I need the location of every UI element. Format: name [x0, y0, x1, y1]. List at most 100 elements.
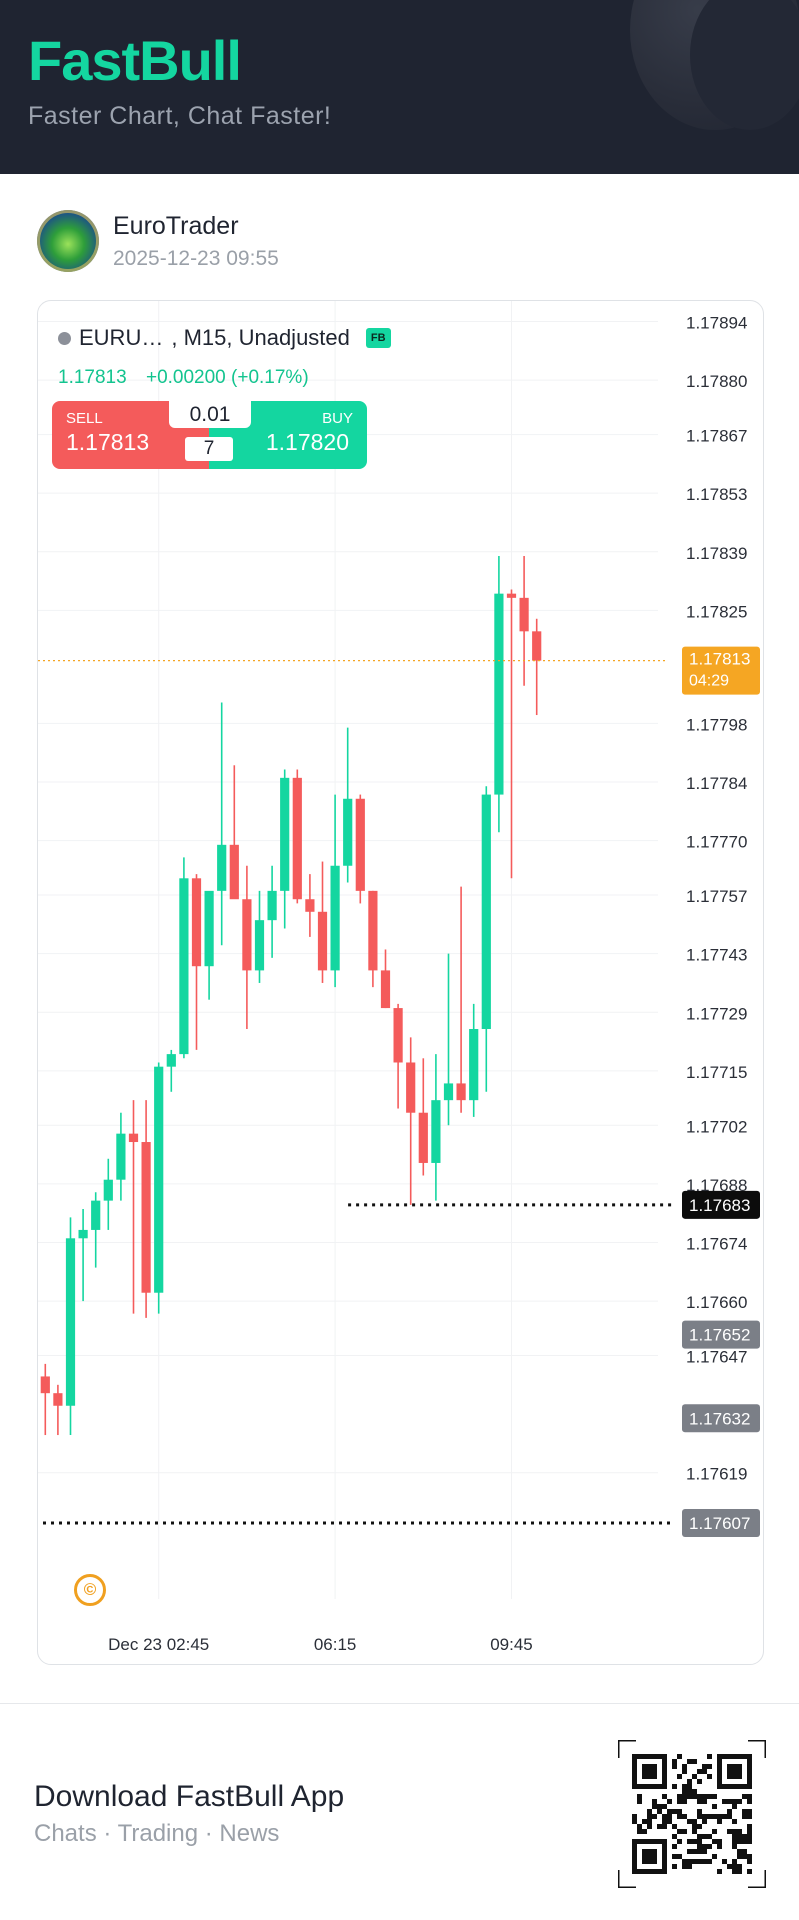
qr-module [697, 1809, 702, 1814]
qr-module [707, 1834, 712, 1839]
qr-module [677, 1814, 682, 1819]
candle-body[interactable] [229, 844, 239, 900]
candle-body[interactable] [254, 920, 265, 971]
candle-body[interactable] [506, 593, 517, 598]
qr-module [662, 1819, 667, 1824]
candle-body[interactable] [65, 1238, 76, 1406]
lot-size-input[interactable]: 0.01 [169, 401, 251, 428]
qr-module [692, 1849, 697, 1854]
qr-module [732, 1869, 737, 1874]
candle-body[interactable] [406, 1062, 416, 1113]
qr-module [702, 1834, 707, 1839]
qr-module [697, 1794, 702, 1799]
qr-module [732, 1864, 737, 1869]
qr-module [747, 1834, 752, 1839]
candle-body[interactable] [292, 777, 302, 900]
qr-module [697, 1824, 702, 1829]
candle-body[interactable] [469, 1029, 479, 1101]
candle-body[interactable] [305, 899, 315, 912]
candle-body[interactable] [393, 1008, 403, 1063]
candle-body[interactable] [267, 890, 277, 921]
download-subtitle: Chats · Trading · News [34, 1820, 280, 1847]
candle-body[interactable] [355, 798, 365, 891]
candle-body[interactable] [343, 798, 353, 866]
price-change: +0.00200 (+0.17%) [145, 367, 309, 388]
qr-module [747, 1824, 752, 1829]
qr-module [667, 1809, 672, 1814]
qr-module [727, 1864, 732, 1869]
candle-body[interactable] [494, 593, 504, 795]
qr-module [692, 1859, 697, 1864]
candle-body[interactable] [532, 631, 542, 661]
qr-module [742, 1834, 747, 1839]
qr-module [677, 1809, 682, 1814]
candle-body[interactable] [330, 865, 340, 971]
qr-module [697, 1859, 702, 1864]
candle-body[interactable] [154, 1066, 164, 1293]
qr-module [637, 1824, 642, 1829]
buy-button[interactable]: BUY 1.17820 [209, 401, 367, 469]
candle-body[interactable] [456, 1083, 466, 1101]
avatar[interactable] [37, 210, 99, 272]
qr-finder [642, 1849, 657, 1864]
y-tick-label: 1.17839 [686, 544, 747, 563]
candle-body[interactable] [204, 890, 214, 967]
candle-body[interactable] [53, 1393, 63, 1406]
candle-body[interactable] [519, 597, 529, 632]
qr-module [672, 1854, 677, 1859]
candle-body[interactable] [128, 1133, 139, 1143]
username[interactable]: EuroTrader [113, 212, 239, 240]
candle-body[interactable] [380, 970, 391, 1009]
qr-module [732, 1844, 737, 1849]
candle-body[interactable] [443, 1083, 454, 1101]
qr-module [737, 1834, 742, 1839]
candle-body[interactable] [191, 878, 202, 967]
qr-module [737, 1839, 742, 1844]
qr-module [687, 1794, 692, 1799]
y-tick-label: 1.17894 [686, 314, 747, 333]
candle-body[interactable] [431, 1100, 441, 1163]
candle-body[interactable] [368, 890, 378, 971]
candle-body[interactable] [217, 844, 227, 891]
candle-body[interactable] [141, 1142, 151, 1293]
qr-module [737, 1869, 742, 1874]
chart-card[interactable]: 1.17894 1.17880 1.17867 1.17853 1.17839 1.178… [37, 300, 764, 1665]
candlestick-chart[interactable]: 1.17894 1.17880 1.17867 1.17853 1.17839 1.178… [38, 301, 763, 1664]
candle-body[interactable] [91, 1200, 101, 1230]
candle-body[interactable] [40, 1376, 50, 1394]
qr-module [697, 1814, 702, 1819]
qr-module [737, 1854, 742, 1859]
y-tick-label: 1.17880 [686, 372, 747, 391]
download-title[interactable]: Download FastBull App [34, 1780, 345, 1813]
sell-label: SELL [66, 410, 103, 427]
qr-module [682, 1859, 687, 1864]
candle-body[interactable] [78, 1229, 88, 1239]
candle-body[interactable] [280, 777, 290, 891]
qr-module [682, 1864, 687, 1869]
qr-module [732, 1799, 737, 1804]
qr-module [687, 1779, 692, 1784]
candle-countdown: 04:29 [689, 673, 729, 690]
candle-body[interactable] [166, 1054, 176, 1067]
qr-module [682, 1799, 687, 1804]
qr-module [742, 1854, 747, 1859]
symbol-name[interactable]: EURU… [79, 325, 164, 350]
candle-body[interactable] [317, 911, 328, 971]
qr-module [662, 1794, 667, 1799]
qr-module [697, 1834, 702, 1839]
candle-body[interactable] [179, 878, 189, 1055]
qr-module [702, 1849, 707, 1854]
qr-module [747, 1809, 752, 1814]
qr-module [677, 1774, 682, 1779]
candle-body[interactable] [116, 1133, 126, 1180]
app-header: FastBull Faster Chart, Chat Faster! [0, 0, 799, 174]
candle-body[interactable] [103, 1179, 113, 1201]
candle-body[interactable] [418, 1112, 428, 1163]
qr-module [727, 1814, 732, 1819]
candle-body[interactable] [481, 794, 491, 1029]
candle-body[interactable] [242, 899, 252, 971]
y-tick-label: 1.17660 [686, 1293, 747, 1312]
qr-module [692, 1794, 697, 1799]
qr-code-icon[interactable] [618, 1740, 766, 1888]
qr-module [722, 1814, 727, 1819]
